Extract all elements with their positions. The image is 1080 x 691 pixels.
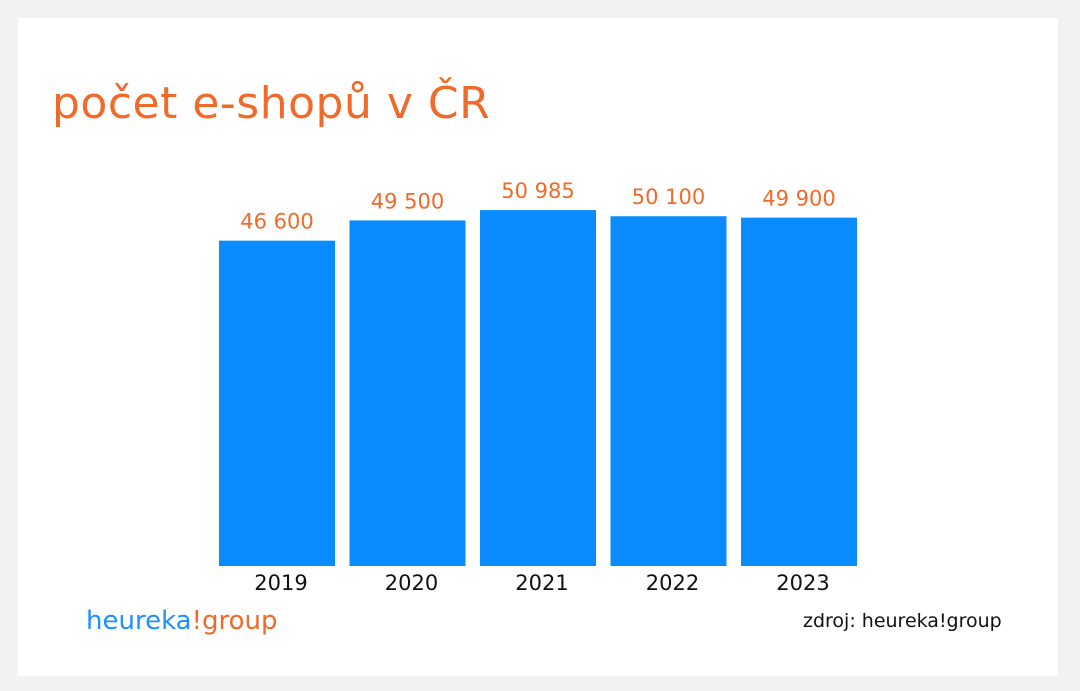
value-label-2022: 50 100 xyxy=(632,185,705,209)
logo-part-group: !group xyxy=(191,606,278,636)
bar-2019 xyxy=(219,240,335,566)
heureka-group-logo: heureka!group xyxy=(86,604,278,638)
chart-title: počet e-shopů v ČR xyxy=(52,78,491,129)
value-label-2021: 50 985 xyxy=(501,179,574,203)
x-tick-2021: 2021 xyxy=(515,571,568,595)
x-tick-2023: 2023 xyxy=(776,571,829,595)
value-label-2023: 49 900 xyxy=(762,187,835,211)
x-tick-2022: 2022 xyxy=(646,571,699,595)
bar-2023 xyxy=(741,217,857,566)
value-label-2020: 49 500 xyxy=(371,189,444,213)
bar-2020 xyxy=(349,220,466,566)
source-note: zdroj: heureka!group xyxy=(803,610,1002,632)
logo-part-heureka: heureka xyxy=(86,606,192,636)
value-label-2019: 46 600 xyxy=(240,210,313,234)
bar-2022 xyxy=(610,216,727,566)
x-tick-2020: 2020 xyxy=(385,571,438,595)
bar-2021 xyxy=(480,210,596,566)
x-tick-2019: 2019 xyxy=(254,571,307,595)
